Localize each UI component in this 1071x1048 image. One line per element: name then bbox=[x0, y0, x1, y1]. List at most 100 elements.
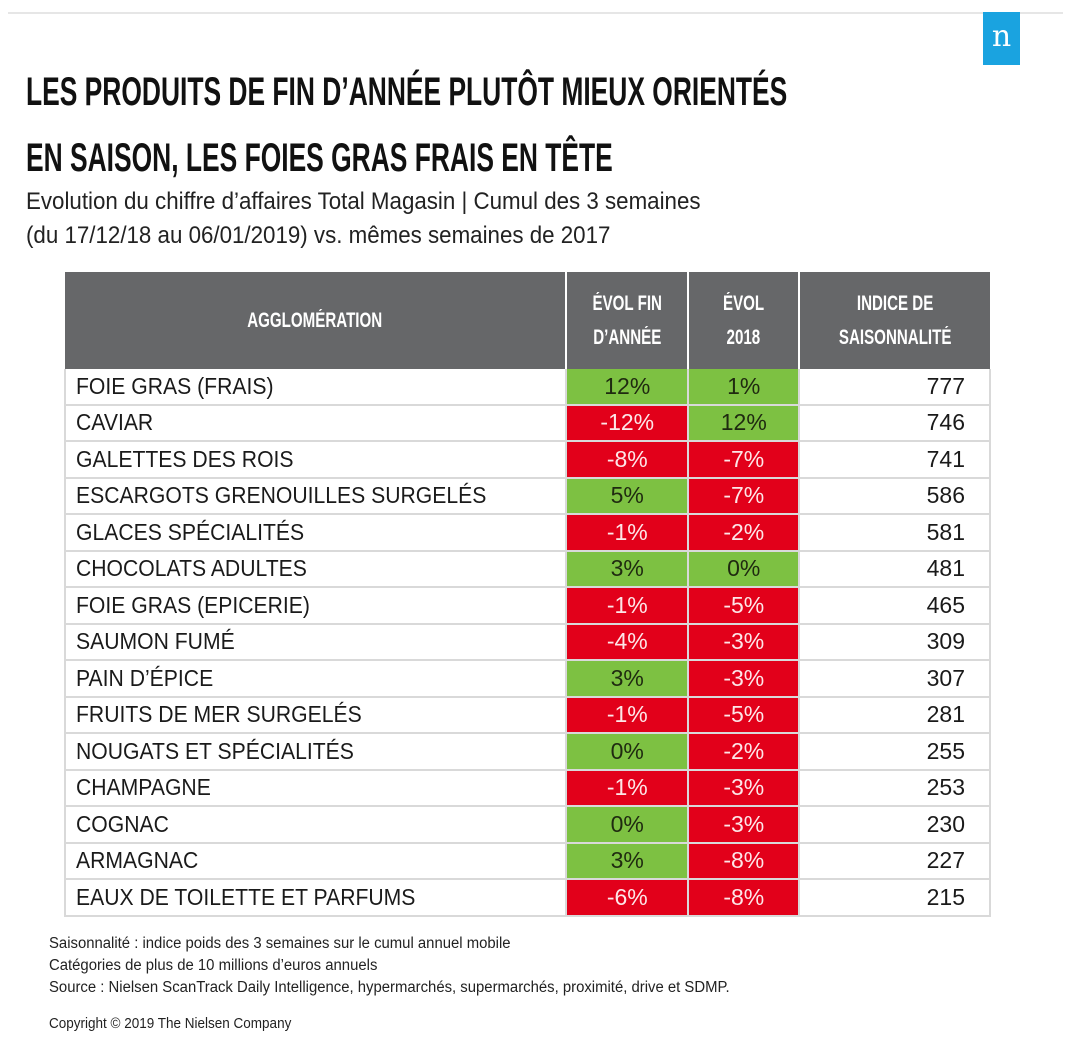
cell-indice-saisonnalite: 253 bbox=[799, 769, 991, 807]
cell-evol-2018: -5% bbox=[688, 696, 801, 734]
cell-evol-fin-annee: -6% bbox=[566, 879, 690, 917]
cell-evol-2018: 0% bbox=[688, 550, 801, 588]
cell-evol-fin-annee: 3% bbox=[566, 550, 690, 588]
cell-evol-2018: -3% bbox=[688, 806, 801, 844]
cell-evol-fin-annee: -1% bbox=[566, 587, 690, 625]
category-label: EAUX DE TOILETTE ET PARFUMS bbox=[76, 883, 416, 910]
table-row: FOIE GRAS (FRAIS) 12% 1% 777 bbox=[63, 369, 991, 406]
category-label: FOIE GRAS (EPICERIE) bbox=[76, 591, 310, 618]
cell-category-name: GALETTES DES ROIS bbox=[63, 441, 568, 479]
category-label: FRUITS DE MER SURGELÉS bbox=[76, 701, 362, 728]
table-header-row: AGGLOMÉRATION ÉVOL FIN D’ANNÉE ÉVOL 2018 I… bbox=[65, 272, 990, 369]
subtitle-line-1: Evolution du chiffre d’affaires Total Ma… bbox=[26, 188, 701, 215]
table-row: FOIE GRAS (EPICERIE) -1% -5% 465 bbox=[63, 587, 991, 625]
cell-evol-2018: -7% bbox=[688, 441, 801, 479]
subtitle-line-2: (du 17/12/18 au 06/01/2019) vs. mêmes se… bbox=[26, 222, 611, 249]
footnote-saisonnalite: Saisonnalité : indice poids des 3 semain… bbox=[49, 935, 511, 952]
column-header-evol-fin-annee: ÉVOL FIN D’ANNÉE bbox=[566, 272, 690, 369]
cell-evol-2018: -5% bbox=[688, 587, 801, 625]
table-row: GLACES SPÉCIALITÉS -1% -2% 581 bbox=[63, 514, 991, 552]
page-title-line-1: LES PRODUITS DE FIN D’ANNÉE PLUTÔT MIEUX… bbox=[26, 70, 788, 114]
cell-indice-saisonnalite: 255 bbox=[799, 733, 991, 771]
table-row: CHAMPAGNE -1% -3% 253 bbox=[63, 769, 991, 807]
nielsen-logo-icon: n bbox=[983, 12, 1020, 65]
cell-evol-fin-annee: -12% bbox=[566, 404, 690, 442]
cell-evol-fin-annee: -1% bbox=[566, 696, 690, 734]
cell-indice-saisonnalite: 586 bbox=[799, 477, 991, 515]
category-label: CAVIAR bbox=[76, 409, 154, 436]
cell-indice-saisonnalite: 230 bbox=[799, 806, 991, 844]
category-label: CHOCOLATS ADULTES bbox=[76, 555, 307, 582]
table-row: NOUGATS ET SPÉCIALITÉS 0% -2% 255 bbox=[63, 733, 991, 771]
cell-indice-saisonnalite: 309 bbox=[799, 623, 991, 661]
cell-category-name: GLACES SPÉCIALITÉS bbox=[63, 514, 568, 552]
cell-evol-2018: -7% bbox=[688, 477, 801, 515]
table-body: FOIE GRAS (FRAIS) 12% 1% 777 CAVIAR -12% 12% 74… bbox=[63, 369, 991, 917]
cell-indice-saisonnalite: 741 bbox=[799, 441, 991, 479]
cell-evol-fin-annee: 3% bbox=[566, 842, 690, 880]
column-header-agglomeration: AGGLOMÉRATION bbox=[65, 272, 568, 369]
category-label: SAUMON FUMÉ bbox=[76, 628, 235, 655]
cell-category-name: FOIE GRAS (EPICERIE) bbox=[63, 587, 568, 625]
cell-indice-saisonnalite: 307 bbox=[799, 660, 991, 698]
column-header-label: D’ANNÉE bbox=[593, 325, 662, 349]
cell-category-name: NOUGATS ET SPÉCIALITÉS bbox=[63, 733, 568, 771]
cell-indice-saisonnalite: 777 bbox=[799, 369, 991, 406]
cell-category-name: CAVIAR bbox=[63, 404, 568, 442]
footnotes: Saisonnalité : indice poids des 3 semain… bbox=[49, 933, 758, 999]
cell-category-name: FRUITS DE MER SURGELÉS bbox=[63, 696, 568, 734]
cell-category-name: COGNAC bbox=[63, 806, 568, 844]
category-label: GALETTES DES ROIS bbox=[76, 445, 294, 472]
table-row: GALETTES DES ROIS -8% -7% 741 bbox=[63, 441, 991, 479]
category-label: ESCARGOTS GRENOUILLES SURGELÉS bbox=[76, 482, 487, 509]
cell-evol-fin-annee: 0% bbox=[566, 733, 690, 771]
cell-category-name: ARMAGNAC bbox=[63, 842, 568, 880]
cell-evol-fin-annee: -4% bbox=[566, 623, 690, 661]
table-row: ARMAGNAC 3% -8% 227 bbox=[63, 842, 991, 880]
cell-evol-2018: -8% bbox=[688, 842, 801, 880]
cell-evol-fin-annee: -1% bbox=[566, 514, 690, 552]
column-header-label: SAISONNALITÉ bbox=[838, 325, 952, 349]
category-label: CHAMPAGNE bbox=[76, 774, 211, 801]
column-header-label: ÉVOL FIN bbox=[592, 291, 662, 315]
cell-category-name: FOIE GRAS (FRAIS) bbox=[63, 369, 568, 406]
cell-category-name: CHAMPAGNE bbox=[63, 769, 568, 807]
category-label: PAIN D’ÉPICE bbox=[76, 664, 214, 691]
cell-evol-2018: -3% bbox=[688, 623, 801, 661]
footnote-categories: Catégories de plus de 10 millions d’euro… bbox=[49, 957, 378, 974]
cell-indice-saisonnalite: 481 bbox=[799, 550, 991, 588]
cell-evol-fin-annee: 3% bbox=[566, 660, 690, 698]
category-label: FOIE GRAS (FRAIS) bbox=[76, 372, 274, 399]
column-header-label: AGGLOMÉRATION bbox=[247, 308, 383, 332]
column-header-indice: INDICE DE SAISONNALITÉ bbox=[799, 272, 990, 369]
evolution-table: AGGLOMÉRATION ÉVOL FIN D’ANNÉE ÉVOL 2018 I… bbox=[63, 272, 991, 917]
table-row: EAUX DE TOILETTE ET PARFUMS -6% -8% 215 bbox=[63, 879, 991, 917]
cell-indice-saisonnalite: 465 bbox=[799, 587, 991, 625]
cell-evol-fin-annee: -1% bbox=[566, 769, 690, 807]
cell-indice-saisonnalite: 746 bbox=[799, 404, 991, 442]
cell-category-name: EAUX DE TOILETTE ET PARFUMS bbox=[63, 879, 568, 917]
column-header-label: 2018 bbox=[726, 325, 761, 349]
table-row: FRUITS DE MER SURGELÉS -1% -5% 281 bbox=[63, 696, 991, 734]
column-header-label: ÉVOL bbox=[723, 291, 765, 315]
table-row: CAVIAR -12% 12% 746 bbox=[63, 404, 991, 442]
cell-indice-saisonnalite: 581 bbox=[799, 514, 991, 552]
cell-evol-2018: -3% bbox=[688, 660, 801, 698]
category-label: GLACES SPÉCIALITÉS bbox=[76, 518, 305, 545]
category-label: COGNAC bbox=[76, 810, 169, 837]
table-row: PAIN D’ÉPICE 3% -3% 307 bbox=[63, 660, 991, 698]
cell-evol-fin-annee: 5% bbox=[566, 477, 690, 515]
table-row: ESCARGOTS GRENOUILLES SURGELÉS 5% -7% 586 bbox=[63, 477, 991, 515]
cell-evol-fin-annee: 0% bbox=[566, 806, 690, 844]
cell-evol-2018: -2% bbox=[688, 514, 801, 552]
cell-category-name: PAIN D’ÉPICE bbox=[63, 660, 568, 698]
cell-indice-saisonnalite: 281 bbox=[799, 696, 991, 734]
column-header-evol-2018: ÉVOL 2018 bbox=[688, 272, 801, 369]
table-row: SAUMON FUMÉ -4% -3% 309 bbox=[63, 623, 991, 661]
column-header-label: INDICE DE bbox=[856, 291, 934, 315]
footnote-source: Source : Nielsen ScanTrack Daily Intelli… bbox=[49, 979, 730, 996]
page-title-line-2: EN SAISON, LES FOIES GRAS FRAIS EN TÊTE bbox=[26, 136, 613, 180]
cell-evol-2018: -8% bbox=[688, 879, 801, 917]
cell-evol-fin-annee: -8% bbox=[566, 441, 690, 479]
cell-evol-2018: -3% bbox=[688, 769, 801, 807]
